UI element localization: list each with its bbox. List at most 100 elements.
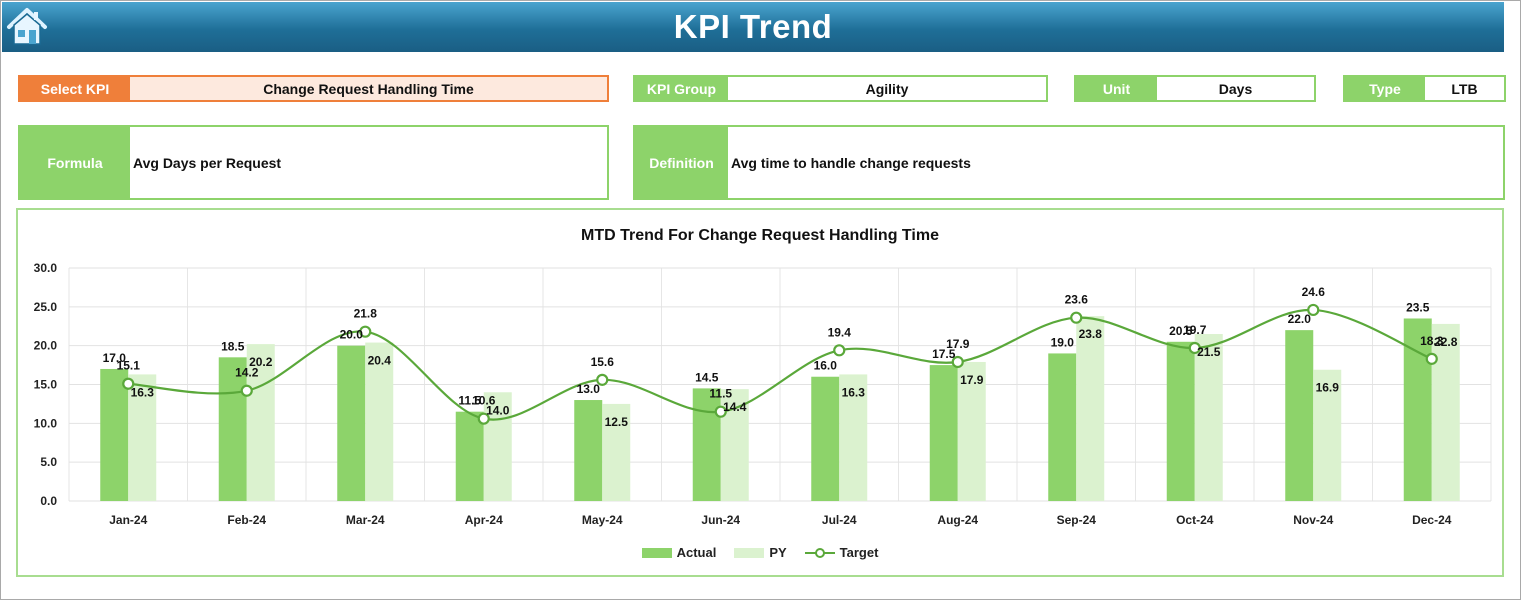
x-tick-label: Oct-24 [1176,513,1214,527]
y-tick-label: 30.0 [34,261,58,275]
select-kpi-label: Select KPI [20,77,130,100]
target-data-label: 21.8 [354,307,378,321]
target-data-label: 14.2 [235,366,259,380]
actual-data-label: 13.0 [577,382,601,396]
x-tick-label: Jun-24 [701,513,740,527]
actual-bar [218,357,247,501]
target-data-label: 19.7 [1183,323,1207,337]
target-point [1307,303,1320,317]
target-point [477,412,490,425]
actual-data-label: 19.0 [1051,335,1075,349]
legend-target-swatch [804,547,835,558]
formula-value: Avg Days per Request [133,154,282,171]
chart-title: MTD Trend For Change Request Handling Ti… [581,227,939,244]
y-tick-label: 25.0 [34,300,58,314]
page-title: KPI Trend [673,8,833,45]
header-bar: KPI Trend [2,2,1504,52]
py-data-label: 16.3 [842,385,866,399]
legend-target-label: Target [839,545,879,560]
py-bar [365,342,394,501]
actual-bar [1166,341,1195,501]
actual-bar [1403,318,1432,501]
unit-value: Days [1218,80,1253,97]
py-bar [1194,334,1223,501]
unit-label: Unit [1076,77,1157,100]
x-tick-label: Feb-24 [227,513,266,527]
actual-bar [337,345,366,501]
x-tick-label: Mar-24 [346,513,385,527]
legend-actual-swatch [641,547,672,558]
type-label: Type [1345,77,1425,100]
legend-actual[interactable]: Actual [641,545,717,560]
x-tick-label: Jul-24 [822,513,857,527]
py-data-label: 20.2 [249,355,273,369]
kpi-group-label: KPI Group [635,77,728,100]
target-point [240,384,253,397]
x-tick-label: Dec-24 [1412,513,1452,527]
target-point [714,405,727,418]
actual-data-label: 16.0 [814,359,838,373]
actual-data-label: 17.0 [103,351,127,365]
y-tick-label: 20.0 [34,339,58,353]
actual-data-label: 17.5 [932,347,956,361]
py-bar [1313,369,1342,501]
y-tick-label: 5.0 [40,455,57,469]
y-tick-label: 0.0 [40,494,57,508]
target-data-label: 11.5 [709,387,732,401]
legend-actual-label: Actual [676,545,717,560]
py-data-label: 12.5 [605,415,629,429]
py-data-label: 16.3 [131,385,155,399]
target-data-label: 15.6 [591,355,615,369]
py-bar [839,374,868,501]
py-bar [128,374,157,501]
y-tick-label: 10.0 [34,416,58,430]
actual-data-label: 14.5 [695,370,719,384]
actual-bar [455,411,484,501]
definition-label: Definition [635,127,728,198]
type-field: Type LTB [1343,75,1506,102]
target-point [1188,341,1201,355]
target-data-label: 17.9 [946,337,970,351]
formula-field: Formula Avg Days per Request [18,125,609,200]
target-point [596,373,609,386]
target-data-label: 24.6 [1302,285,1326,299]
legend-py[interactable]: PY [734,545,787,560]
x-tick-label: Jan-24 [109,513,147,527]
py-data-label: 23.8 [1079,327,1103,341]
x-tick-label: Sep-24 [1057,513,1097,527]
actual-bar [100,368,129,501]
target-data-label: 23.6 [1065,293,1089,307]
target-data-label: 19.4 [828,325,852,339]
py-bar [1076,316,1105,501]
py-bar [957,361,986,501]
py-bar [246,344,275,501]
py-data-label: 14.0 [486,403,510,417]
py-bar [602,403,631,501]
x-tick-label: Apr-24 [465,513,503,527]
py-data-label: 20.4 [368,354,392,368]
trend-chart: 0.0 5.0 10.0 15.0 20.0 25.0 30.0 Jan-24 Feb-24 Ma… [34,261,1492,527]
chart-legend: Actual PY Target [18,545,1502,560]
unit-field: Unit Days [1074,75,1316,102]
definition-field: Definition Avg time to handle change req… [633,125,1505,200]
actual-data-label: 20.5 [1169,324,1193,338]
py-bar [1431,323,1460,501]
actual-data-label: 18.5 [221,339,245,353]
actual-bar [692,388,721,501]
kpi-group-value: Agility [865,80,909,97]
y-tick-label: 15.0 [34,378,58,392]
py-data-label: 22.8 [1434,335,1458,349]
py-data-label: 21.5 [1197,345,1221,359]
py-bar [483,392,512,501]
actual-data-label: 22.0 [1288,312,1312,326]
actual-bar [811,376,840,501]
home-icon[interactable] [6,6,48,48]
actual-bar [574,400,603,501]
kpi-group-field: KPI Group Agility [633,75,1048,102]
x-tick-label: May-24 [582,513,623,527]
legend-target[interactable]: Target [804,545,879,560]
py-data-label: 17.9 [960,373,984,387]
select-kpi-dropdown[interactable]: Change Request Handling Time [130,77,607,100]
actual-data-label: 23.5 [1406,300,1430,314]
type-value: LTB [1451,80,1478,97]
